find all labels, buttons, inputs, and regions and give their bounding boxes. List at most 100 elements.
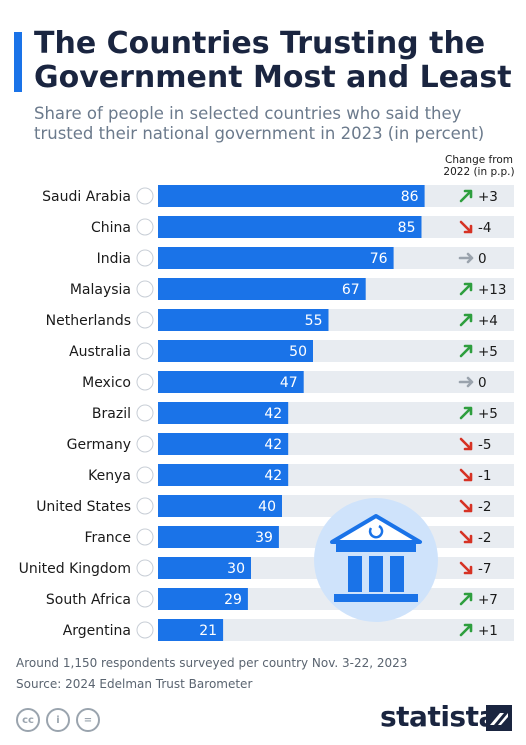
change-label: -1 bbox=[478, 468, 491, 484]
chart-subtitle: Share of people in selected countries wh… bbox=[34, 104, 485, 143]
category-label: India bbox=[97, 251, 131, 267]
change-header-line1: Change from bbox=[445, 154, 513, 166]
chart-title: The Countries Trusting the Government Mo… bbox=[34, 26, 512, 95]
arrow-right-icon bbox=[458, 376, 474, 388]
bar bbox=[158, 557, 251, 579]
arrow-down-icon bbox=[459, 437, 473, 451]
flag-icon bbox=[136, 528, 154, 546]
category-label: Mexico bbox=[82, 375, 131, 391]
building-base bbox=[334, 594, 418, 602]
arrow-up-icon bbox=[459, 623, 473, 637]
value-label: 42 bbox=[264, 468, 282, 484]
building-beam bbox=[336, 544, 416, 552]
flag-icon bbox=[136, 435, 154, 453]
change-label: -4 bbox=[478, 220, 491, 236]
flag-icon bbox=[136, 497, 154, 515]
category-label: United States bbox=[36, 499, 131, 515]
value-label: 30 bbox=[227, 561, 245, 577]
value-label: 42 bbox=[264, 406, 282, 422]
arrow-up-icon bbox=[459, 592, 473, 606]
building-column bbox=[369, 556, 383, 592]
category-label: Malaysia bbox=[70, 282, 131, 298]
title-accent-bar bbox=[14, 32, 22, 92]
category-label: Netherlands bbox=[46, 313, 131, 329]
change-label: -7 bbox=[478, 561, 491, 577]
flag-icon bbox=[136, 621, 154, 639]
category-label: Saudi Arabia bbox=[42, 189, 131, 205]
cc-icon[interactable]: cc bbox=[16, 708, 40, 732]
bar bbox=[158, 402, 289, 424]
arrow-down-icon bbox=[459, 468, 473, 482]
category-label: France bbox=[84, 530, 131, 546]
arrow-up-icon bbox=[459, 282, 473, 296]
bar bbox=[158, 247, 394, 269]
statista-logo-text[interactable]: statista bbox=[380, 700, 497, 733]
category-label: Australia bbox=[69, 344, 131, 360]
change-label: +5 bbox=[478, 344, 498, 360]
by-icon[interactable]: i bbox=[46, 708, 70, 732]
value-label: 50 bbox=[289, 344, 307, 360]
change-label: -2 bbox=[478, 499, 491, 515]
flag-icon bbox=[136, 559, 154, 577]
license-icons: cc i = bbox=[16, 708, 100, 732]
value-label: 55 bbox=[305, 313, 323, 329]
flag-icon bbox=[136, 590, 154, 608]
change-label: +3 bbox=[478, 189, 498, 205]
value-label: 40 bbox=[258, 499, 276, 515]
building-roof bbox=[330, 514, 422, 544]
value-label: 76 bbox=[370, 251, 388, 267]
change-label: -2 bbox=[478, 530, 491, 546]
change-label: +7 bbox=[478, 592, 498, 608]
change-label: +5 bbox=[478, 406, 498, 422]
nd-icon[interactable]: = bbox=[76, 708, 100, 732]
value-label: 47 bbox=[280, 375, 298, 391]
arrow-down-icon bbox=[459, 499, 473, 513]
arrow-right-icon bbox=[458, 252, 474, 264]
flag-icon bbox=[136, 187, 154, 205]
value-label: 39 bbox=[255, 530, 273, 546]
change-label: 0 bbox=[478, 251, 487, 267]
footer-note: Around 1,150 respondents surveyed per co… bbox=[16, 656, 408, 670]
change-column-header: Change from 2022 (in p.p.) bbox=[436, 154, 522, 178]
value-label: 21 bbox=[199, 623, 217, 639]
arrow-up-icon bbox=[459, 406, 473, 420]
flag-icon bbox=[136, 466, 154, 484]
change-label: +1 bbox=[478, 623, 498, 639]
flag-icon bbox=[136, 249, 154, 267]
category-label: Kenya bbox=[88, 468, 131, 484]
bar bbox=[158, 588, 248, 610]
flag-icon bbox=[136, 373, 154, 391]
bar bbox=[158, 464, 289, 486]
flag-icon bbox=[136, 404, 154, 422]
arrow-up-icon bbox=[459, 313, 473, 327]
flag-icon bbox=[136, 311, 154, 329]
category-label: Brazil bbox=[92, 406, 131, 422]
value-label: 67 bbox=[342, 282, 360, 298]
value-label: 29 bbox=[224, 592, 242, 608]
statista-logo-icon bbox=[486, 705, 512, 731]
bar bbox=[158, 526, 279, 548]
arrow-down-icon bbox=[459, 530, 473, 544]
change-label: +4 bbox=[478, 313, 498, 329]
value-label: 86 bbox=[401, 189, 419, 205]
bar bbox=[158, 216, 422, 238]
arrow-down-icon bbox=[459, 220, 473, 234]
category-label: Argentina bbox=[63, 623, 131, 639]
bar bbox=[158, 185, 425, 207]
bar bbox=[158, 371, 304, 393]
flag-icon bbox=[136, 280, 154, 298]
value-label: 42 bbox=[264, 437, 282, 453]
bar bbox=[158, 619, 224, 641]
building-emblem bbox=[368, 524, 384, 539]
bar-chart: 86 Saudi Arabia +3 85 China -4 76 India 0 67 Malay… bbox=[19, 185, 514, 641]
building-column bbox=[390, 556, 404, 592]
category-label: United Kingdom bbox=[19, 561, 131, 577]
arrow-up-icon bbox=[459, 189, 473, 203]
flag-icon bbox=[136, 342, 154, 360]
category-label: South Africa bbox=[46, 592, 131, 608]
bar bbox=[158, 278, 366, 300]
bar bbox=[158, 309, 329, 331]
bar bbox=[158, 433, 289, 455]
bar bbox=[158, 340, 313, 362]
change-header-line2: 2022 (in p.p.) bbox=[443, 166, 515, 178]
